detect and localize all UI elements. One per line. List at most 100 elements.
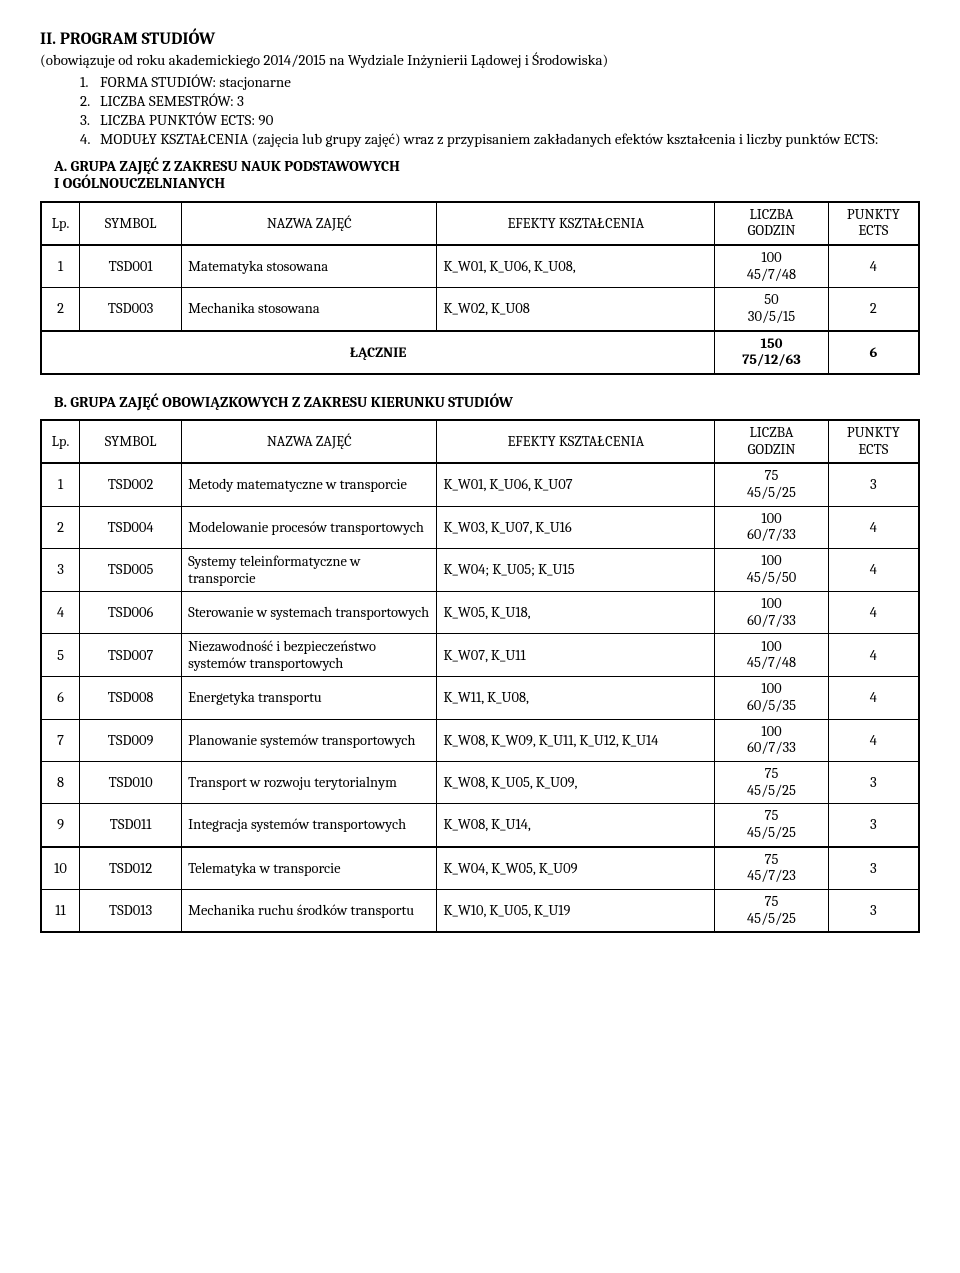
intro-text: (obowiązuje od roku akademickiego 2014/2…	[40, 51, 920, 69]
col-hours: LICZBA GODZIN	[715, 202, 828, 245]
cell-symbol: TSD008	[80, 677, 182, 719]
cell-hours: 75 45/5/25	[715, 761, 828, 803]
cell-ects: 3	[828, 463, 919, 506]
table-row: 4TSD006Sterowanie w systemach transporto…	[41, 591, 919, 633]
cell-effects: K_W03, K_U07, K_U16	[437, 506, 715, 548]
cell-lp: 8	[41, 761, 80, 803]
table-row: 2TSD003Mechanika stosowanaK_W02, K_U0850…	[41, 288, 919, 331]
table-header-row: Lp. SYMBOL NAZWA ZAJĘĆ EFEKTY KSZTAŁCENI…	[41, 420, 919, 463]
cell-name: Mechanika ruchu środków transportu	[182, 889, 437, 932]
cell-name: Niezawodność i bezpieczeństwo systemów t…	[182, 634, 437, 677]
cell-effects: K_W10, K_U05, K_U19	[437, 889, 715, 932]
cell-lp: 4	[41, 591, 80, 633]
table-row: 1TSD002Metody matematyczne w transporcie…	[41, 463, 919, 506]
cell-symbol: TSD003	[80, 288, 182, 331]
cell-name: Matematyka stosowana	[182, 245, 437, 288]
table-header-row: Lp. SYMBOL NAZWA ZAJĘĆ EFEKTY KSZTAŁCENI…	[41, 202, 919, 245]
cell-name: Telematyka w transporcie	[182, 847, 437, 890]
cell-symbol: TSD009	[80, 719, 182, 761]
cell-name: Energetyka transportu	[182, 677, 437, 719]
list-text: FORMA STUDIÓW: stacjonarne	[100, 73, 291, 91]
cell-ects: 4	[828, 719, 919, 761]
cell-lp: 7	[41, 719, 80, 761]
cell-effects: K_W04, K_W05, K_U09	[437, 847, 715, 890]
page-title: II. PROGRAM STUDIÓW	[40, 30, 920, 49]
col-name: NAZWA ZAJĘĆ	[182, 202, 437, 245]
cell-effects: K_W01, K_U06, K_U07	[437, 463, 715, 506]
list-item: 1.FORMA STUDIÓW: stacjonarne	[80, 73, 920, 91]
cell-ects: 2	[828, 288, 919, 331]
list-item: 3.LICZBA PUNKTÓW ECTS: 90	[80, 111, 920, 129]
cell-symbol: TSD004	[80, 506, 182, 548]
cell-hours: 75 45/5/25	[715, 889, 828, 932]
cell-symbol: TSD007	[80, 634, 182, 677]
cell-hours: 50 30/5/15	[715, 288, 828, 331]
cell-ects: 4	[828, 591, 919, 633]
cell-name: Sterowanie w systemach transportowych	[182, 591, 437, 633]
cell-effects: K_W05, K_U18,	[437, 591, 715, 633]
cell-ects: 4	[828, 245, 919, 288]
col-effects: EFEKTY KSZTAŁCENIA	[437, 202, 715, 245]
cell-hours: 100 60/5/35	[715, 677, 828, 719]
cell-effects: K_W04; K_U05; K_U15	[437, 548, 715, 591]
cell-ects: 3	[828, 847, 919, 890]
cell-lp: 2	[41, 506, 80, 548]
col-ects: PUNKTY ECTS	[828, 420, 919, 463]
cell-effects: K_W08, K_U14,	[437, 804, 715, 847]
col-ects: PUNKTY ECTS	[828, 202, 919, 245]
table-row: 9TSD011Integracja systemów transportowyc…	[41, 804, 919, 847]
table-row: 2TSD004Modelowanie procesów transportowy…	[41, 506, 919, 548]
cell-hours: 100 60/7/33	[715, 719, 828, 761]
sum-label: ŁĄCZNIE	[41, 331, 715, 374]
table-row: 7TSD009Planowanie systemów transportowyc…	[41, 719, 919, 761]
cell-lp: 10	[41, 847, 80, 890]
cell-effects: K_W11, K_U08,	[437, 677, 715, 719]
cell-name: Modelowanie procesów transportowych	[182, 506, 437, 548]
cell-name: Mechanika stosowana	[182, 288, 437, 331]
cell-lp: 11	[41, 889, 80, 932]
cell-ects: 4	[828, 548, 919, 591]
cell-lp: 1	[41, 245, 80, 288]
section-a-heading: A. GRUPA ZAJĘĆ Z ZAKRESU NAUK PODSTAWOWY…	[54, 158, 920, 193]
cell-symbol: TSD006	[80, 591, 182, 633]
cell-lp: 5	[41, 634, 80, 677]
section-b-heading: B. GRUPA ZAJĘĆ OBOWIĄZKOWYCH Z ZAKRESU K…	[54, 393, 920, 411]
sum-row: ŁĄCZNIE 150 75/12/63 6	[41, 331, 919, 374]
cell-hours: 100 60/7/33	[715, 506, 828, 548]
cell-effects: K_W08, K_U05, K_U09,	[437, 761, 715, 803]
cell-symbol: TSD001	[80, 245, 182, 288]
cell-ects: 4	[828, 634, 919, 677]
cell-name: Metody matematyczne w transporcie	[182, 463, 437, 506]
cell-symbol: TSD010	[80, 761, 182, 803]
cell-lp: 6	[41, 677, 80, 719]
list-item: 4.MODUŁY KSZTAŁCENIA (zajęcia lub grupy …	[80, 130, 920, 148]
col-hours: LICZBA GODZIN	[715, 420, 828, 463]
cell-hours: 100 45/7/48	[715, 245, 828, 288]
cell-name: Transport w rozwoju terytorialnym	[182, 761, 437, 803]
cell-ects: 4	[828, 506, 919, 548]
cell-ects: 3	[828, 889, 919, 932]
table-row: 1TSD001Matematyka stosowanaK_W01, K_U06,…	[41, 245, 919, 288]
cell-ects: 4	[828, 677, 919, 719]
sum-hours: 150 75/12/63	[715, 331, 828, 374]
cell-effects: K_W08, K_W09, K_U11, K_U12, K_U14	[437, 719, 715, 761]
numbered-list: 1.FORMA STUDIÓW: stacjonarne 2.LICZBA SE…	[40, 73, 920, 148]
cell-symbol: TSD011	[80, 804, 182, 847]
table-row: 5TSD007Niezawodność i bezpieczeństwo sys…	[41, 634, 919, 677]
table-row: 3TSD005Systemy teleinformatyczne w trans…	[41, 548, 919, 591]
list-text: MODUŁY KSZTAŁCENIA (zajęcia lub grupy za…	[100, 130, 879, 148]
cell-symbol: TSD012	[80, 847, 182, 890]
list-text: LICZBA PUNKTÓW ECTS: 90	[100, 111, 273, 129]
cell-hours: 100 45/5/50	[715, 548, 828, 591]
col-symbol: SYMBOL	[80, 420, 182, 463]
cell-hours: 75 45/7/23	[715, 847, 828, 890]
table-b: Lp. SYMBOL NAZWA ZAJĘĆ EFEKTY KSZTAŁCENI…	[40, 419, 920, 933]
sum-ects: 6	[828, 331, 919, 374]
cell-hours: 75 45/5/25	[715, 804, 828, 847]
cell-symbol: TSD005	[80, 548, 182, 591]
list-item: 2.LICZBA SEMESTRÓW: 3	[80, 92, 920, 110]
cell-name: Systemy teleinformatyczne w transporcie	[182, 548, 437, 591]
table-a: Lp. SYMBOL NAZWA ZAJĘĆ EFEKTY KSZTAŁCENI…	[40, 201, 920, 375]
cell-symbol: TSD013	[80, 889, 182, 932]
table-row: 6TSD008Energetyka transportuK_W11, K_U08…	[41, 677, 919, 719]
